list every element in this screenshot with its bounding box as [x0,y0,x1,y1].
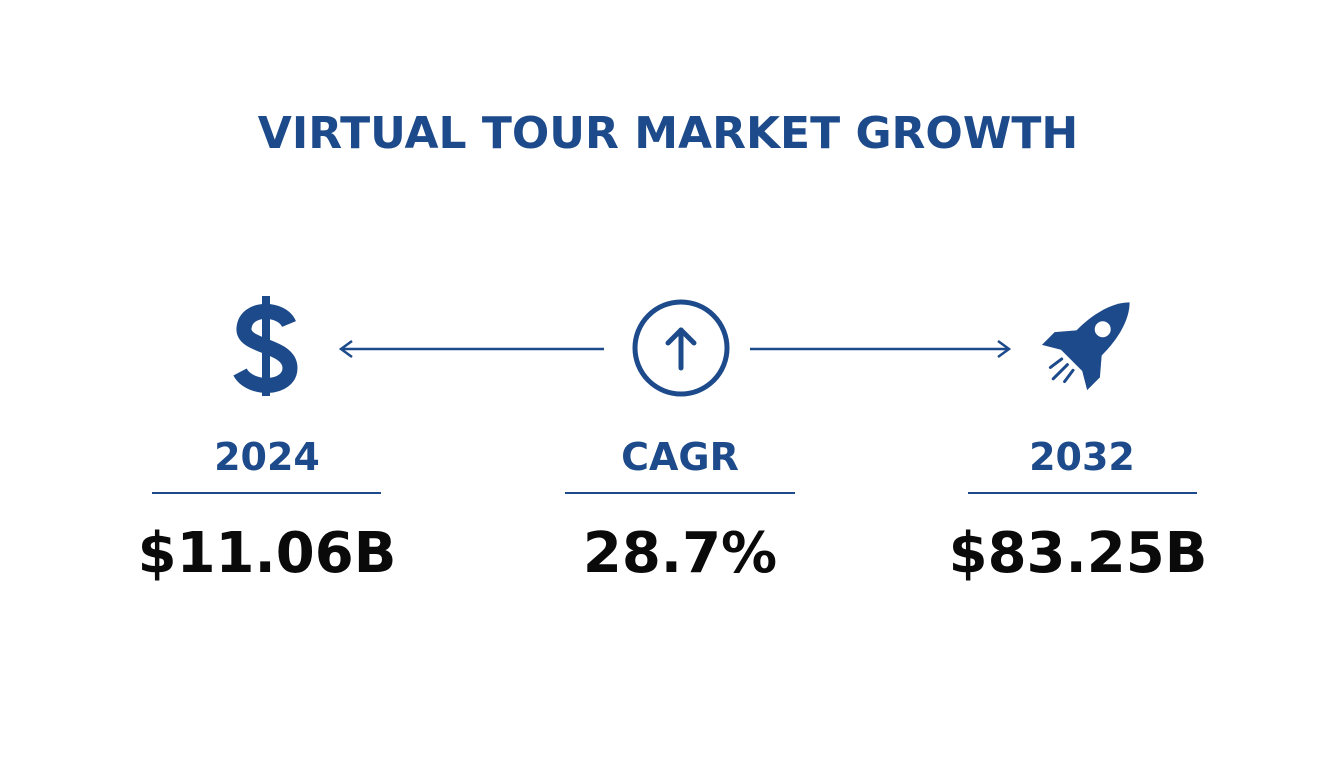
metric-value: $83.25B [949,521,1208,586]
metric-label: 2032 [1029,435,1135,479]
metric-label: CAGR [621,435,739,479]
dollar-icon [233,296,298,396]
left-arrow [338,339,604,359]
rocket-icon [1041,302,1130,391]
metric-value: 28.7% [583,521,777,586]
metric-value: $11.06B [138,521,397,586]
metric-label: 2024 [214,435,320,479]
growth-icon [632,299,730,397]
right-arrow [750,339,1012,359]
title: VIRTUAL TOUR MARKET GROWTH [258,108,1078,159]
